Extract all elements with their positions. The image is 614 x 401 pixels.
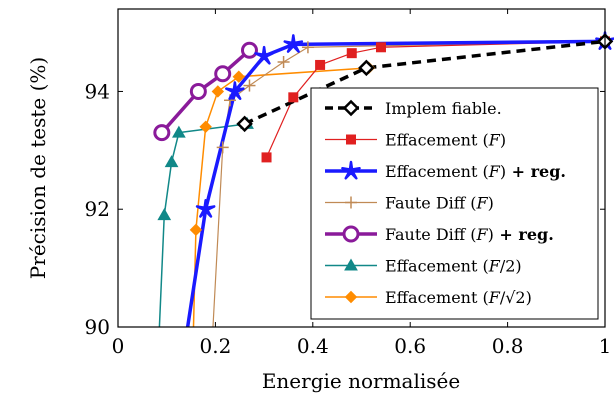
legend: Implem fiable. Effacement (F) Effacement (…: [310, 87, 599, 320]
legend-label: Effacement (F/2): [385, 257, 522, 276]
data-point: [341, 160, 361, 180]
data-point: [261, 152, 272, 163]
data-point: [346, 48, 357, 59]
data-point: [315, 59, 326, 70]
data-point: [172, 125, 186, 138]
x-tick-label: 0.4: [297, 334, 329, 358]
data-point: [199, 120, 212, 133]
legend-entry: Effacement (F/2): [325, 257, 522, 276]
x-tick-label: 0.2: [199, 334, 231, 358]
axis-ticks: 0 0.2 0.4 0.6 0.8 1 90 92 94: [85, 9, 612, 358]
data-point: [288, 92, 299, 103]
data-point: [283, 34, 304, 53]
data-point: [344, 258, 358, 271]
data-point: [344, 290, 358, 304]
data-point: [346, 134, 356, 145]
data-point: [189, 223, 203, 237]
x-tick-label: 0.6: [394, 334, 426, 358]
data-point: [232, 70, 245, 83]
legend-box: [310, 87, 599, 320]
data-point: [189, 82, 207, 100]
data-point: [277, 56, 290, 68]
data-point: [243, 79, 256, 92]
data-point: [358, 59, 375, 77]
legend-label: Implem fiable.: [385, 99, 502, 118]
data-point: [157, 208, 172, 221]
y-axis-title: Précision de teste (%): [26, 57, 50, 279]
data-point: [236, 115, 253, 133]
data-point: [164, 155, 179, 168]
legend-label: Effacement (F): [385, 131, 506, 150]
data-point: [216, 141, 229, 154]
series-line: [192, 67, 369, 327]
data-point: [153, 124, 171, 142]
data-point: [342, 99, 360, 117]
data-point: [211, 85, 225, 98]
legend-label: Effacement (F) + reg.: [385, 162, 566, 181]
legend-entry: Faute Diff (F): [325, 194, 494, 213]
y-tick-label: 92: [85, 197, 110, 221]
x-axis-title: Energie normalisée: [262, 369, 460, 393]
data-point: [214, 65, 232, 83]
data-point: [375, 42, 386, 53]
x-tick-label: 1: [599, 334, 612, 358]
legend-entry: Effacement (F): [325, 131, 506, 150]
legend-entry: Faute Diff (F) + reg.: [325, 225, 554, 244]
series-line: [160, 48, 251, 134]
legend-entry: Effacement (F) + reg.: [325, 160, 566, 181]
x-tick-label: 0.8: [492, 334, 524, 358]
legend-label: Faute Diff (F) + reg.: [385, 225, 554, 244]
x-tick-label: 0: [112, 334, 125, 358]
legend-label: Faute Diff (F): [385, 194, 494, 213]
data-point: [342, 225, 360, 243]
data-point: [225, 81, 245, 100]
series-line: [265, 40, 605, 158]
legend-label: Effacement (F/√2): [385, 288, 532, 307]
data-point: [195, 198, 216, 218]
plot-frame: [117, 8, 606, 328]
data-point: [345, 196, 357, 209]
data-point: [254, 45, 274, 65]
legend-entry: Implem fiable.: [325, 99, 502, 118]
data-point: [240, 41, 258, 59]
data-point: [301, 41, 314, 54]
legend-entry: Effacement (F/√2): [325, 288, 532, 307]
y-tick-label: 94: [85, 79, 110, 103]
y-tick-label: 90: [85, 315, 110, 339]
series-line: [185, 39, 605, 327]
